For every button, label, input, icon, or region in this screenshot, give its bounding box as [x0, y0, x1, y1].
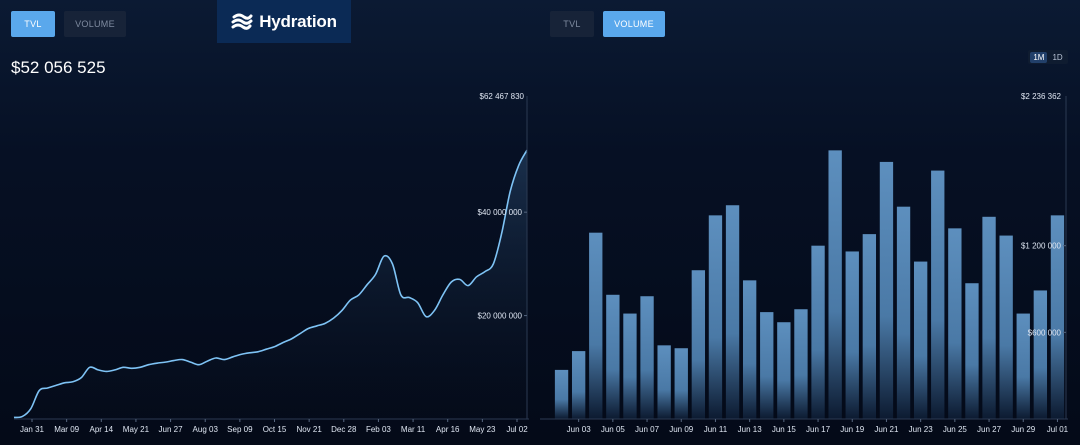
volume-y-max-label: $2 236 362	[1021, 92, 1062, 101]
brand-logo: Hydration	[217, 0, 351, 43]
tvl-line	[13, 149, 528, 419]
volume-y-tick-label: $1 200 000	[1021, 242, 1062, 251]
tvl-x-tick-label: Mar 11	[401, 425, 426, 434]
tvl-x-tick-label: Jan 31	[20, 425, 45, 434]
volume-bar	[606, 294, 620, 419]
volume-bar	[589, 232, 603, 419]
volume-bar	[862, 234, 877, 419]
tvl-x-tick-label: Apr 16	[436, 425, 460, 434]
volume-bar	[845, 251, 859, 419]
tvl-x-tick-label: May 21	[123, 425, 150, 434]
volume-bar	[554, 369, 569, 419]
tab-volume-right[interactable]: VOLUME	[603, 11, 665, 37]
range-toggle: 1M 1D	[1028, 50, 1068, 64]
volume-bar	[931, 170, 945, 419]
tvl-x-tick-label: Feb 03	[366, 425, 391, 434]
tvl-current-value: $52 056 525	[11, 58, 106, 77]
range-option-1m[interactable]: 1M	[1030, 51, 1048, 63]
tvl-x-tick-label: Dec 28	[331, 425, 357, 434]
range-option-1d[interactable]: 1D	[1052, 52, 1063, 62]
volume-bar	[794, 309, 808, 419]
tvl-x-tick-label: Oct 15	[263, 425, 287, 434]
volume-bar	[742, 280, 757, 419]
volume-x-tick-label: Jun 03	[567, 425, 592, 434]
volume-x-tick-label: Jun 11	[704, 425, 728, 434]
volume-bar	[913, 261, 928, 419]
volume-bar	[777, 322, 791, 419]
volume-bar	[725, 205, 740, 419]
volume-bar	[811, 245, 825, 419]
volume-bar	[708, 215, 723, 419]
volume-x-tick-label: Jun 15	[772, 425, 797, 434]
volume-x-tick-label: Jun 21	[874, 425, 899, 434]
tvl-area-fill	[14, 150, 527, 419]
volume-bar	[828, 150, 842, 419]
volume-bar	[982, 216, 996, 419]
volume-x-tick-label: Jun 17	[806, 425, 831, 434]
tvl-y-tick-label: $40 000 000	[478, 208, 523, 217]
brand-name: Hydration	[259, 11, 337, 31]
volume-bar	[640, 296, 654, 419]
volume-bar	[965, 283, 979, 419]
volume-x-tick-label: Jun 19	[840, 425, 865, 434]
volume-x-tick-label: Jun 05	[601, 425, 626, 434]
volume-x-tick-label: Jun 25	[943, 425, 968, 434]
tvl-x-tick-label: May 23	[469, 425, 496, 434]
tvl-x-tick-label: Sep 09	[227, 425, 253, 434]
volume-bar	[691, 270, 706, 419]
volume-bar	[879, 161, 894, 419]
volume-bar	[1033, 290, 1048, 419]
tab-tvl-right[interactable]: TVL	[550, 11, 594, 37]
volume-x-tick-label: Jun 09	[669, 425, 694, 434]
volume-bar	[760, 312, 774, 419]
tvl-x-tick-label: Mar 09	[54, 425, 79, 434]
tvl-x-tick-label: Jul 02	[506, 425, 528, 434]
volume-x-tick-label: Jun 07	[635, 425, 660, 434]
tvl-y-max-label: $62 467 830	[480, 92, 525, 101]
volume-x-tick-label: Jun 29	[1011, 425, 1036, 434]
hydration-logo-icon	[231, 13, 253, 30]
volume-x-tick-label: Jul 01	[1047, 425, 1069, 434]
volume-bar	[896, 206, 911, 419]
volume-bar	[674, 348, 688, 419]
volume-bar	[1050, 215, 1065, 419]
tab-tvl-left[interactable]: TVL	[11, 11, 55, 37]
tvl-x-tick-label: Nov 21	[296, 425, 322, 434]
tvl-x-tick-label: Aug 03	[193, 425, 219, 434]
tvl-x-tick-label: Apr 14	[89, 425, 113, 434]
tvl-y-tick-label: $20 000 000	[478, 312, 523, 321]
volume-x-tick-label: Jun 27	[977, 425, 1002, 434]
volume-bar	[1016, 313, 1030, 419]
volume-y-tick-label: $600 000	[1028, 328, 1062, 337]
volume-bar	[623, 313, 637, 419]
volume-bar	[571, 351, 586, 419]
volume-bar	[657, 345, 671, 419]
volume-bar	[948, 228, 962, 419]
volume-x-tick-label: Jun 13	[738, 425, 763, 434]
volume-bar	[999, 235, 1013, 419]
tvl-x-tick-label: Jun 27	[159, 425, 184, 434]
tab-volume-left[interactable]: VOLUME	[64, 11, 126, 37]
volume-x-tick-label: Jun 23	[909, 425, 934, 434]
